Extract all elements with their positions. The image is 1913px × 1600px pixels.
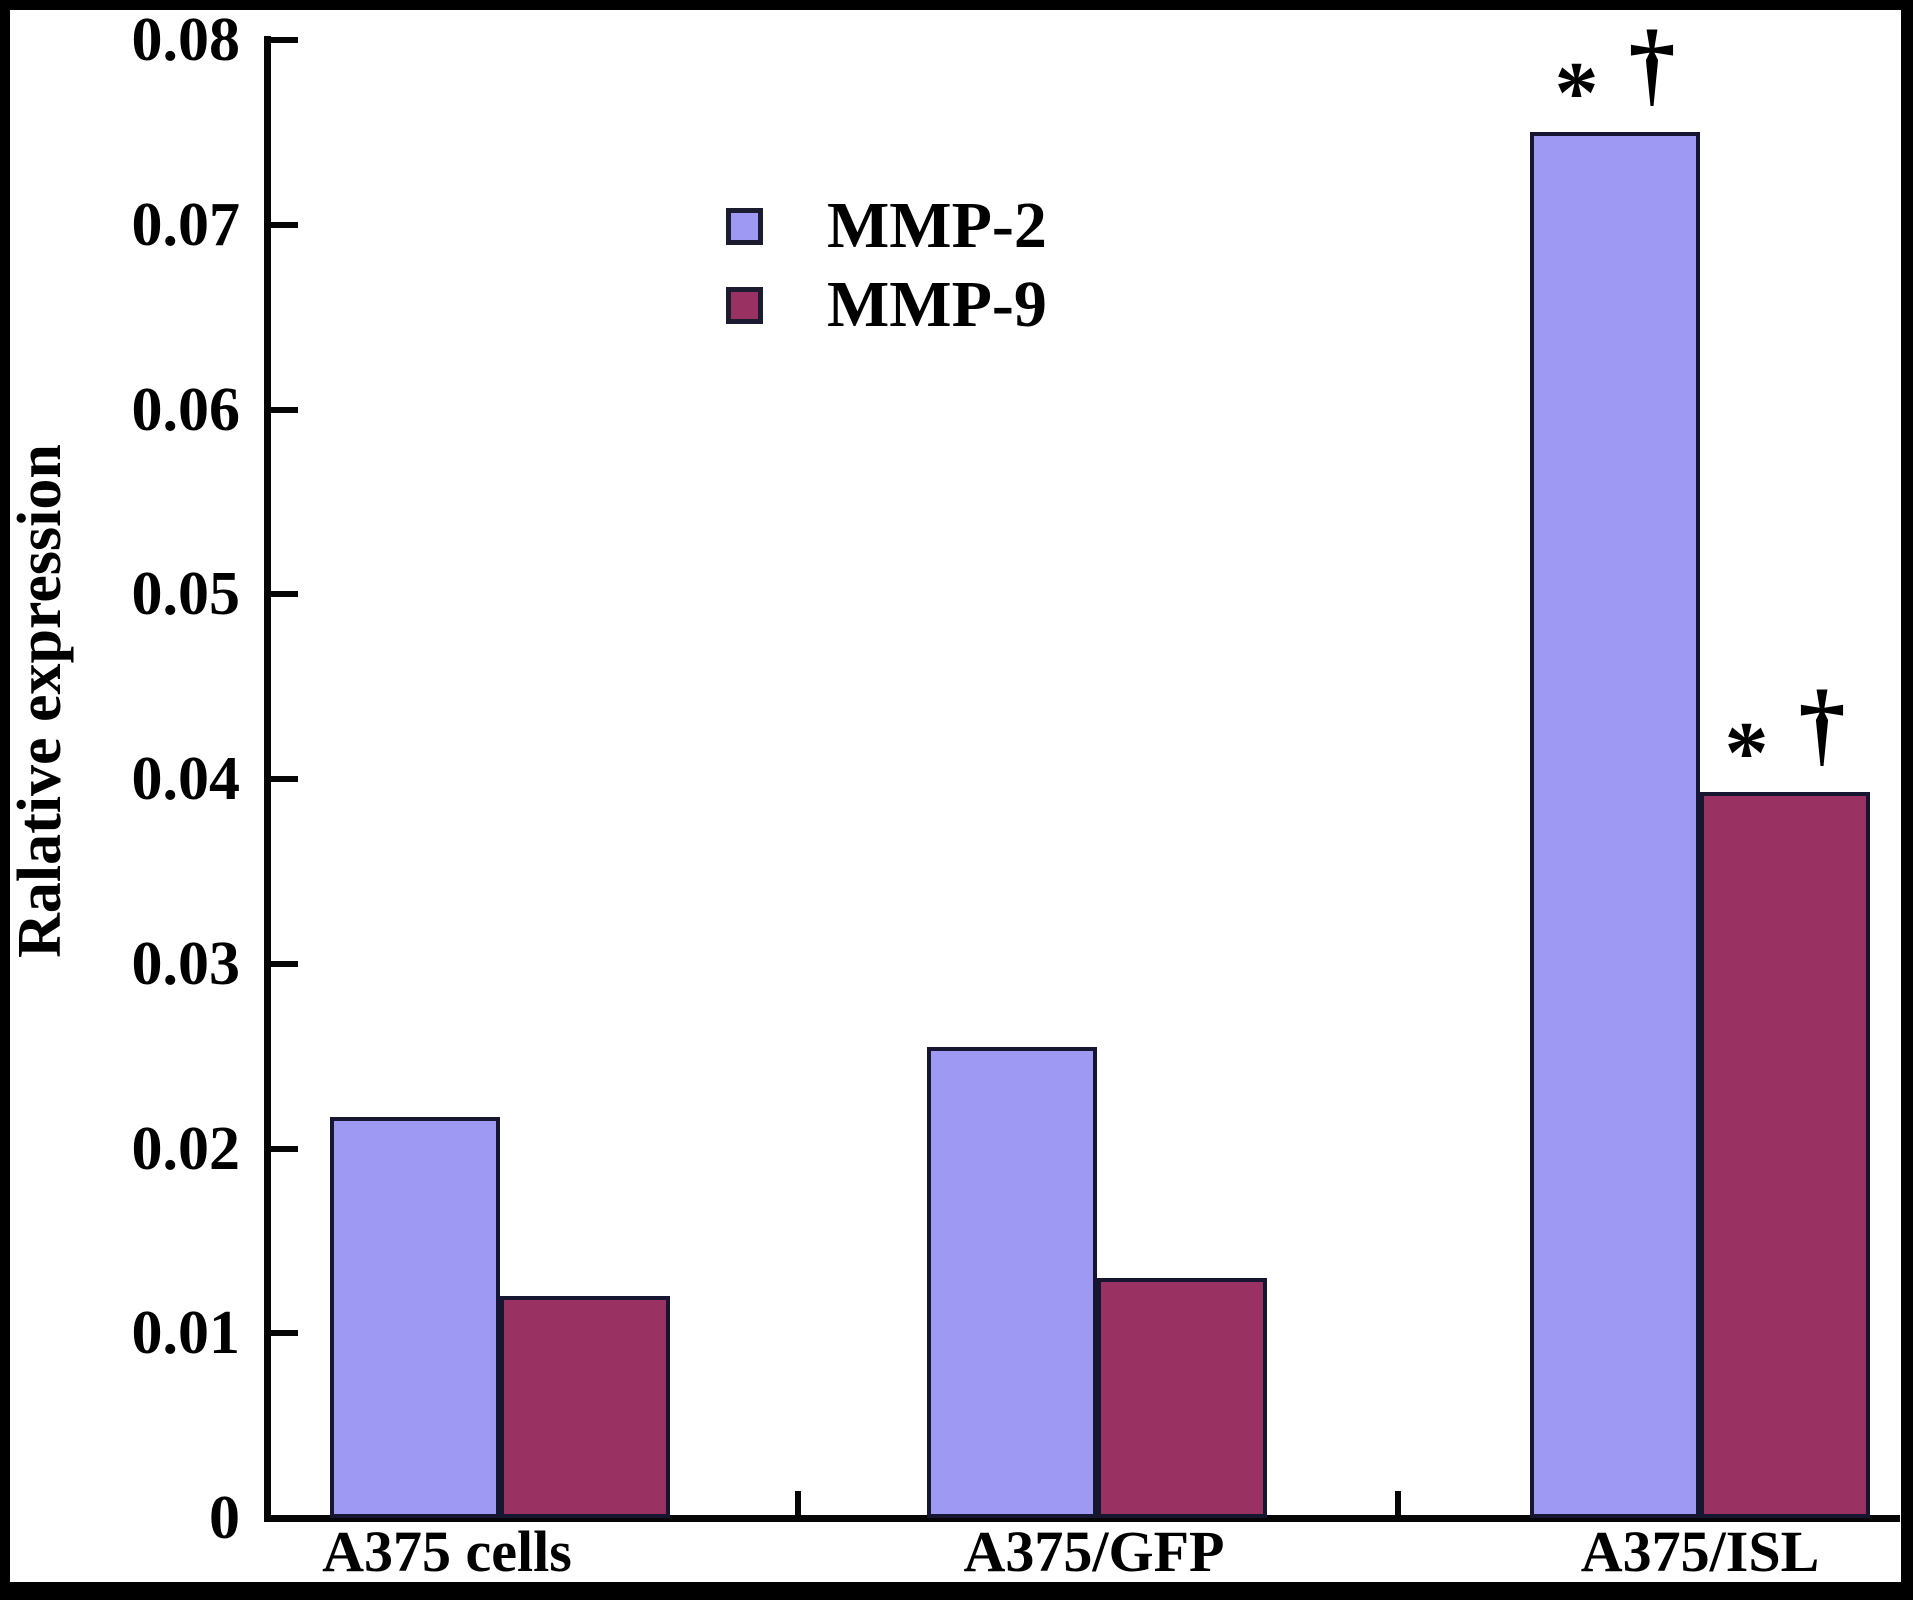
x-category-label-a375-cells: A375 cells [322,1519,572,1584]
significance-markers-mmp-9: * † [1724,677,1846,802]
y-tick-label-0: 0 [209,1484,240,1552]
asterisk-symbol: * [1554,45,1599,143]
y-tick-label-0.03: 0.03 [131,929,241,998]
legend-item-mmp9: MMP-9 [726,269,1047,341]
asterisk-symbol: * [1724,704,1769,802]
y-tick-label-0.06: 0.06 [131,375,241,444]
bar-mmp-9-a375-cells [500,1296,670,1518]
y-tick-label-0.07: 0.07 [131,190,241,259]
y-tick-mark-0.08 [271,37,298,43]
legend-item-mmp2: MMP-2 [726,190,1047,262]
frame-border-right [1901,0,1913,1600]
bar-mmp-9-a375-isl [1700,791,1870,1518]
bar-mmp-2-a375-cells [330,1117,500,1518]
x-category-label-a375-isl: A375/ISL [1580,1519,1820,1584]
y-tick-mark-0.07 [271,221,298,228]
frame-border-bottom [0,1582,1913,1600]
frame-border-left [0,0,10,1600]
y-tick-label-0.08: 0.08 [131,6,241,74]
y-tick-mark-0.03 [271,960,298,967]
y-tick-label-0.02: 0.02 [131,1114,241,1183]
dagger-symbol: † [1798,671,1846,776]
dagger-symbol: † [1628,12,1676,117]
y-tick-mark-0.02 [271,1145,298,1152]
y-tick-label-0.05: 0.05 [131,560,241,629]
y-tick-mark-0.01 [271,1330,298,1337]
bar-mmp-2-a375-isl [1530,132,1700,1518]
y-tick-mark-0.04 [271,776,298,782]
legend-label-mmp2: MMP-2 [827,189,1047,262]
legend-label-mmp9: MMP-9 [827,268,1047,341]
y-tick-label-0.04: 0.04 [131,745,241,813]
legend-swatch-mmp9 [726,286,763,324]
bar-mmp-2-a375-gfp [927,1046,1097,1518]
y-axis-title: Ralative expression [6,444,74,958]
significance-markers-mmp-2: * † [1554,17,1676,143]
x-axis-line [264,1515,1900,1522]
x-group-separator-tick-2 [1395,1491,1401,1518]
legend-swatch-mmp2 [726,207,763,245]
frame-border-top [0,0,1913,10]
x-category-label-a375-gfp: A375/GFP [963,1519,1225,1584]
y-tick-mark-0.05 [271,591,298,598]
y-axis-line [264,36,271,1522]
x-group-separator-tick-1 [795,1491,801,1518]
bar-mmp-9-a375-gfp [1097,1277,1267,1518]
y-tick-label-0.01: 0.01 [131,1299,241,1368]
y-tick-mark-0.06 [271,406,298,413]
